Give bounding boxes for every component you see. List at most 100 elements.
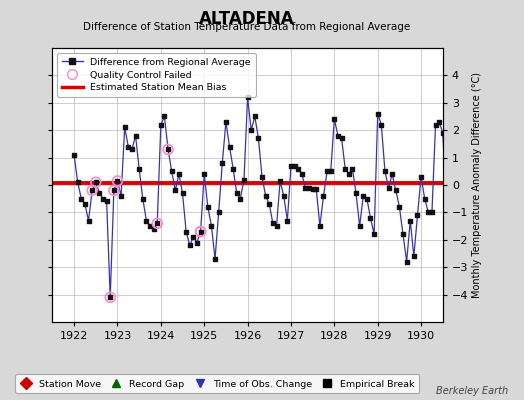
Point [450, 223, 458, 229]
Point [218, 160, 226, 166]
Point [113, 178, 122, 184]
Point [283, 218, 291, 224]
Point [124, 144, 133, 150]
Point [77, 196, 85, 202]
Point [236, 196, 245, 202]
Point [81, 201, 89, 207]
Point [334, 132, 342, 139]
Point [279, 193, 288, 199]
Point [189, 234, 198, 240]
Point [171, 187, 180, 194]
Point [160, 113, 169, 120]
Point [84, 218, 93, 224]
Point [312, 186, 321, 192]
Point [326, 168, 335, 174]
Point [377, 122, 386, 128]
Point [428, 209, 436, 216]
Point [164, 146, 172, 152]
Point [146, 223, 154, 229]
Point [341, 165, 350, 172]
Point [439, 130, 447, 136]
Point [138, 196, 147, 202]
Point [402, 258, 411, 265]
Point [73, 179, 82, 186]
Point [208, 223, 216, 229]
Point [424, 209, 432, 216]
Point [142, 218, 150, 224]
Point [442, 204, 451, 210]
Point [121, 124, 129, 131]
Point [196, 228, 205, 235]
Point [410, 253, 418, 260]
Point [254, 135, 263, 142]
Point [106, 294, 114, 300]
Point [446, 218, 454, 224]
Legend: Difference from Regional Average, Quality Control Failed, Estimated Station Mean: Difference from Regional Average, Qualit… [57, 53, 256, 97]
Y-axis label: Monthly Temperature Anomaly Difference (°C): Monthly Temperature Anomaly Difference (… [473, 72, 483, 298]
Point [153, 220, 161, 226]
Point [102, 198, 111, 205]
Point [319, 193, 328, 199]
Point [110, 187, 118, 194]
Point [95, 190, 104, 196]
Point [225, 144, 234, 150]
Point [337, 135, 346, 142]
Point [214, 209, 223, 216]
Point [359, 193, 367, 199]
Point [290, 163, 299, 169]
Point [204, 204, 212, 210]
Point [265, 201, 274, 207]
Point [233, 190, 241, 196]
Point [413, 212, 422, 218]
Text: Berkeley Earth: Berkeley Earth [436, 386, 508, 396]
Point [370, 231, 378, 238]
Point [164, 146, 172, 152]
Point [287, 163, 295, 169]
Point [385, 184, 393, 191]
Point [391, 187, 400, 194]
Legend: Station Move, Record Gap, Time of Obs. Change, Empirical Break: Station Move, Record Gap, Time of Obs. C… [15, 374, 419, 393]
Point [272, 223, 281, 229]
Text: Difference of Station Temperature Data from Regional Average: Difference of Station Temperature Data f… [83, 22, 410, 32]
Point [309, 186, 317, 192]
Point [211, 256, 219, 262]
Point [374, 110, 382, 117]
Point [92, 179, 100, 186]
Point [366, 215, 375, 221]
Point [178, 190, 187, 196]
Point [70, 152, 78, 158]
Point [269, 220, 277, 226]
Point [435, 119, 443, 125]
Point [431, 122, 440, 128]
Point [348, 165, 357, 172]
Text: ALTADENA: ALTADENA [199, 10, 294, 28]
Point [135, 165, 144, 172]
Point [113, 178, 122, 184]
Point [110, 187, 118, 194]
Point [174, 171, 183, 177]
Point [457, 122, 465, 128]
Point [323, 168, 331, 174]
Point [406, 218, 414, 224]
Point [193, 239, 201, 246]
Point [345, 171, 353, 177]
Point [222, 119, 230, 125]
Point [395, 204, 403, 210]
Point [417, 174, 425, 180]
Point [453, 119, 462, 125]
Point [298, 171, 306, 177]
Point [420, 196, 429, 202]
Point [88, 187, 96, 194]
Point [276, 178, 285, 184]
Point [157, 122, 165, 128]
Point [92, 179, 100, 186]
Point [399, 231, 407, 238]
Point [153, 220, 161, 226]
Point [355, 223, 364, 229]
Point [240, 176, 248, 183]
Point [258, 174, 266, 180]
Point [247, 127, 255, 133]
Point [261, 193, 270, 199]
Point [99, 196, 107, 202]
Point [243, 94, 252, 100]
